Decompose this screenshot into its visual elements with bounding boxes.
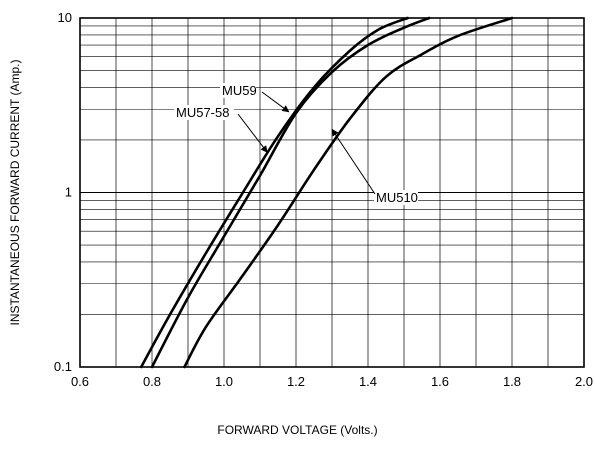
chart-grid	[79, 17, 585, 368]
annotation-leader-arrow	[261, 91, 290, 113]
x-tick-label: 1.2	[287, 374, 305, 389]
x-tick-label: 1.0	[215, 374, 233, 389]
x-axis-label: FORWARD VOLTAGE (Volts.)	[217, 423, 378, 437]
series-line-mu510	[183, 16, 514, 369]
plot-frame	[79, 17, 585, 368]
series-line-mu57-58	[150, 16, 431, 369]
annotation-leader-arrow	[331, 128, 376, 195]
x-tick-label: 1.4	[359, 374, 377, 389]
x-tick-label: 1.8	[503, 374, 521, 389]
chart-tick-labels: 0.6 0.8 1.0 1.2 1.4 1.6 1.8 2.0 0.1 1 10	[54, 10, 593, 389]
annotation-leader-arrow	[237, 113, 268, 153]
annotation-label-mu57-58: MU57-58	[176, 105, 229, 120]
annotation-backdrop	[374, 190, 418, 205]
annotation-backdrop	[174, 105, 234, 120]
x-tick-label: 1.6	[431, 374, 449, 389]
x-tick-label: 2.0	[575, 374, 593, 389]
annotation-label-mu510: MU510	[376, 190, 418, 205]
y-tick-label: 0.1	[54, 359, 72, 374]
x-tick-label: 0.6	[71, 374, 89, 389]
series-line-mu59	[139, 16, 409, 369]
chart-curves	[139, 16, 514, 369]
annotation-label-mu59: MU59	[222, 83, 257, 98]
y-tick-label: 10	[58, 10, 72, 25]
annotation-backdrop	[220, 83, 256, 98]
y-tick-label: 1	[65, 185, 72, 200]
x-tick-label: 0.8	[143, 374, 161, 389]
chart-annotations: MU59 MU57-58 MU510	[174, 83, 418, 205]
y-axis-label: INSTANTANEOUS FORWARD CURRENT (Amp.)	[8, 59, 22, 326]
